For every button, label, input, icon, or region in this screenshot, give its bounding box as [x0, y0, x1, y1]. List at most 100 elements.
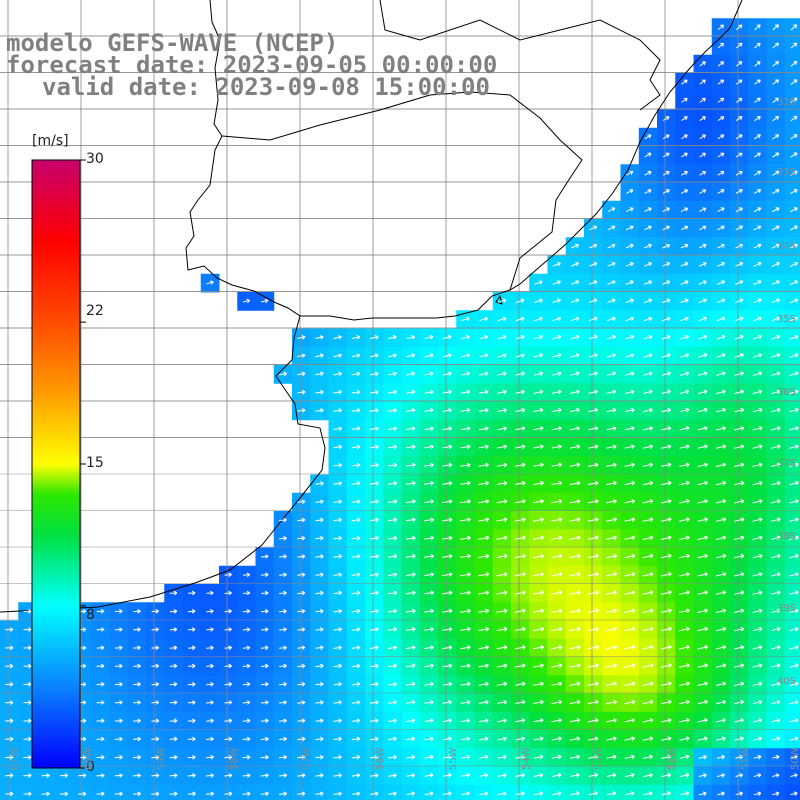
wind-arrow	[642, 754, 654, 760]
wind-arrow	[387, 517, 398, 523]
wind-arrow	[515, 353, 525, 358]
wind-arrow	[133, 627, 141, 632]
wind-arrow	[351, 408, 361, 413]
wind-arrow	[96, 700, 105, 705]
wind-arrow	[297, 408, 306, 413]
wind-arrow	[532, 535, 545, 541]
wind-arrow	[187, 773, 196, 778]
wind-arrow	[278, 371, 288, 377]
wind-arrow	[333, 444, 343, 450]
wind-arrow	[790, 24, 798, 31]
wind-arrow	[114, 700, 123, 705]
wind-arrow	[661, 426, 672, 431]
wind-arrow	[405, 608, 416, 614]
wind-arrow	[605, 608, 618, 614]
wind-cell	[784, 91, 800, 110]
wind-cell	[164, 784, 183, 800]
wind-arrow	[770, 663, 781, 668]
wind-arrow	[369, 700, 379, 705]
wind-arrow	[133, 663, 141, 669]
wind-arrow	[624, 426, 635, 431]
wind-arrow	[735, 189, 743, 194]
wind-arrow	[333, 700, 342, 705]
wind-arrow	[406, 791, 416, 796]
wind-arrow	[260, 754, 269, 760]
wind-arrow	[625, 791, 635, 796]
wind-arrow	[78, 773, 87, 778]
wind-vectors	[5, 24, 799, 797]
wind-arrow	[297, 773, 306, 778]
wind-arrow	[697, 718, 708, 723]
wind-arrow	[496, 480, 508, 486]
wind-arrow	[569, 645, 581, 650]
wind-arrow	[424, 371, 434, 377]
wind-arrow	[96, 718, 105, 724]
wind-arrow	[771, 699, 781, 705]
wind-arrow	[643, 772, 653, 778]
wind-arrow	[662, 189, 670, 194]
wind-arrow	[424, 791, 434, 796]
wind-arrow	[41, 791, 50, 797]
wind-arrow	[661, 353, 671, 358]
wind-arrow	[570, 791, 580, 796]
wind-cell	[565, 784, 585, 800]
wind-arrow	[789, 280, 799, 286]
wind-arrow	[790, 754, 798, 760]
wind-arrow	[478, 444, 489, 450]
wind-arrow	[717, 170, 725, 176]
wind-arrow	[588, 389, 599, 395]
wind-arrow	[351, 353, 361, 358]
wind-arrow	[605, 699, 618, 705]
wind-arrow	[461, 316, 470, 322]
wind-arrow	[752, 572, 763, 577]
wind-arrow	[497, 334, 507, 340]
wind-arrow	[297, 335, 306, 340]
wind-arrow	[514, 553, 526, 559]
wind-arrow	[569, 699, 581, 705]
wind-cell	[784, 36, 800, 56]
wind-arrow	[679, 608, 690, 614]
wind-arrow	[717, 207, 725, 213]
wind-arrow	[534, 298, 543, 303]
wind-arrow	[242, 627, 251, 632]
wind-arrow	[789, 426, 799, 431]
wind-arrow	[772, 189, 780, 195]
wind-arrow	[752, 389, 763, 395]
wind-arrow	[699, 134, 706, 140]
wind-arrow	[790, 152, 798, 158]
wind-cell	[200, 784, 220, 800]
wind-arrow	[624, 480, 636, 486]
wind-arrow	[461, 791, 470, 796]
wind-arrow	[679, 407, 690, 413]
wind-arrow	[388, 389, 398, 395]
wind-arrow	[496, 444, 508, 449]
wind-arrow	[752, 334, 762, 340]
wind-arrow	[789, 608, 799, 614]
wind-arrow	[133, 700, 141, 705]
wind-arrow	[297, 590, 306, 596]
wind-arrow	[716, 353, 726, 358]
wind-arrow	[735, 24, 743, 31]
wind-arrow	[405, 499, 416, 504]
wind-arrow	[424, 718, 434, 723]
wind-arrow	[661, 407, 672, 413]
wind-arrow	[242, 645, 251, 651]
wind-arrow	[442, 481, 453, 486]
wind-arrow	[169, 609, 178, 614]
wind-arrow	[697, 517, 709, 522]
wind-arrow	[715, 590, 727, 595]
wind-arrow	[460, 773, 471, 778]
wind-arrow	[551, 389, 562, 395]
wind-arrow	[460, 371, 471, 376]
wind-arrow	[588, 298, 598, 303]
wind-arrow	[642, 535, 654, 541]
wind-arrow	[424, 681, 434, 687]
wind-arrow	[570, 243, 580, 249]
wind-arrow	[515, 298, 525, 303]
wind-arrow	[569, 462, 581, 468]
wind-arrow	[753, 243, 762, 249]
wind-arrow	[770, 426, 781, 431]
wind-arrow	[680, 298, 689, 304]
wind-arrow	[242, 681, 251, 687]
wind-arrow	[605, 645, 618, 650]
